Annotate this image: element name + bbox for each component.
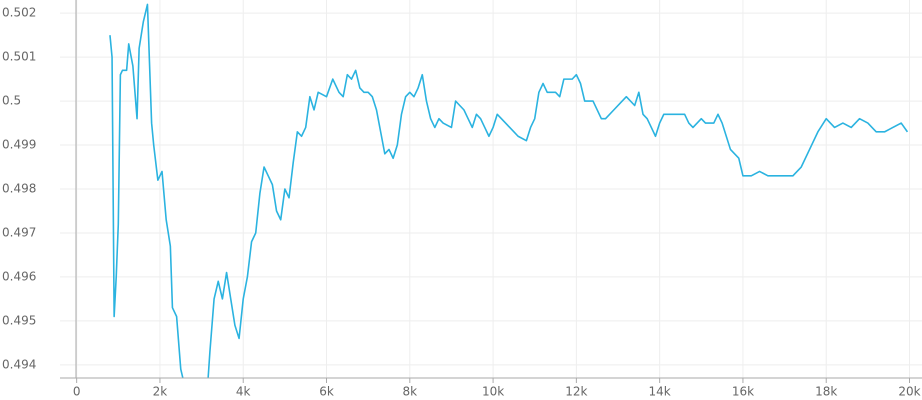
- x-tick-label: 14k: [649, 385, 671, 399]
- x-tick-label: 20k: [898, 385, 920, 399]
- y-tick-label: 0.498: [2, 182, 36, 196]
- x-tick-label: 12k: [565, 385, 587, 399]
- y-tick-label: 0.499: [2, 138, 36, 152]
- y-tick-label: 0.496: [2, 269, 36, 283]
- y-tick-label: 0.497: [2, 225, 36, 239]
- y-tick-label: 0.5: [2, 94, 21, 108]
- x-tick-label: 8k: [403, 385, 418, 399]
- x-tick-label: 0: [73, 385, 81, 399]
- line-series: [109, 3, 909, 378]
- x-tick-label: 6k: [319, 385, 334, 399]
- y-tick-label: 0.495: [2, 313, 36, 327]
- x-tick-label: 16k: [732, 385, 754, 399]
- y-tick-label: 0.501: [2, 50, 36, 64]
- x-tick-label: 18k: [815, 385, 837, 399]
- x-tick-label: 2k: [153, 385, 168, 399]
- y-tick-label: 0.502: [2, 6, 36, 20]
- y-tick-label: 0.494: [2, 357, 36, 371]
- x-tick-label: 4k: [236, 385, 251, 399]
- x-tick-label: 10k: [482, 385, 504, 399]
